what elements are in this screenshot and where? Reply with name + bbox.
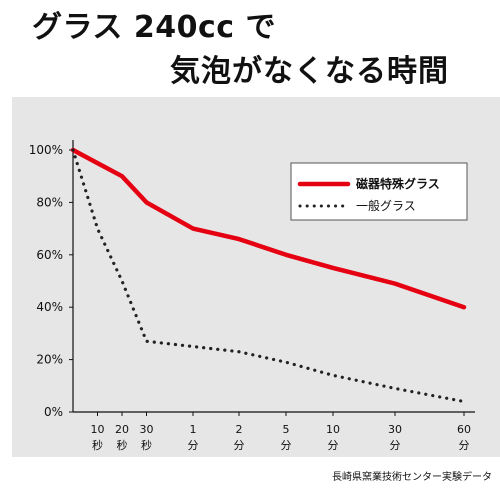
x-tick-label: 2 (236, 423, 243, 436)
x-tick-unit: 分 (459, 439, 470, 452)
y-tick-label: 40% (36, 300, 63, 314)
x-tick-label: 30 (140, 423, 154, 436)
x-tick-unit: 秒 (92, 438, 103, 452)
x-tick-unit: 分 (188, 439, 199, 452)
x-tick-label: 20 (115, 423, 129, 436)
chart-title-line2: 気泡がなくなる時間 (170, 54, 449, 89)
y-tick-label: 80% (36, 195, 63, 209)
chart-background (12, 97, 500, 457)
x-tick-label: 10 (91, 423, 105, 436)
x-tick-unit: 秒 (141, 438, 152, 452)
y-tick-label: 0% (44, 405, 63, 419)
x-tick-unit: 分 (281, 439, 292, 452)
x-tick-label: 60 (457, 423, 471, 436)
chart-title-line1: グラス 240cc で (32, 10, 276, 45)
x-tick-label: 5 (283, 423, 290, 436)
legend-label: 一般グラス (356, 198, 416, 213)
legend-label: 磁器特殊グラス (355, 176, 440, 191)
y-tick-label: 100% (29, 143, 63, 157)
y-tick-label: 60% (36, 248, 63, 262)
data-source-note: 長崎県窯業技術センター実験データ (332, 472, 492, 483)
legend-box (290, 162, 468, 221)
x-tick-unit: 分 (390, 439, 401, 452)
series-line-porcelain-glass (70, 147, 467, 310)
x-tick-unit: 秒 (117, 438, 128, 452)
x-tick-label: 30 (388, 423, 402, 436)
x-tick-label: 10 (326, 423, 340, 436)
series-line-regular-glass (71, 148, 466, 404)
x-tick-unit: 分 (234, 439, 245, 452)
x-tick-label: 1 (190, 423, 197, 436)
x-tick-unit: 分 (328, 439, 339, 452)
y-tick-label: 20% (36, 353, 63, 367)
